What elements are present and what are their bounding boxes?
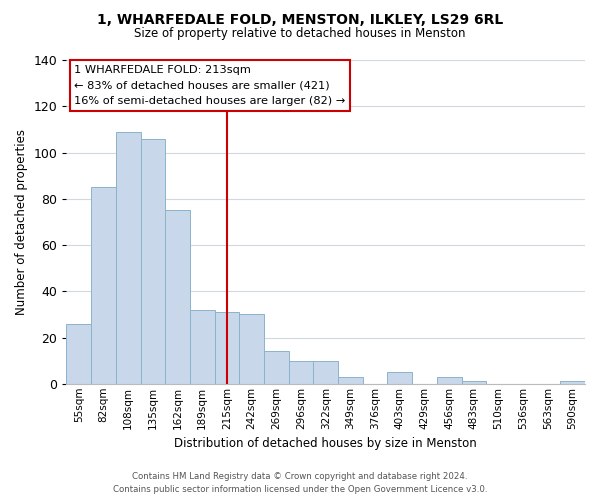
Bar xyxy=(190,310,215,384)
Bar xyxy=(338,377,363,384)
Bar xyxy=(165,210,190,384)
Bar xyxy=(264,352,289,384)
Bar xyxy=(461,382,486,384)
Bar xyxy=(437,377,461,384)
Bar xyxy=(239,314,264,384)
Text: 1, WHARFEDALE FOLD, MENSTON, ILKLEY, LS29 6RL: 1, WHARFEDALE FOLD, MENSTON, ILKLEY, LS2… xyxy=(97,12,503,26)
Bar xyxy=(140,138,165,384)
Bar xyxy=(67,324,91,384)
Bar xyxy=(116,132,140,384)
Bar xyxy=(289,360,313,384)
Bar xyxy=(215,312,239,384)
Y-axis label: Number of detached properties: Number of detached properties xyxy=(15,129,28,315)
Text: Size of property relative to detached houses in Menston: Size of property relative to detached ho… xyxy=(134,28,466,40)
X-axis label: Distribution of detached houses by size in Menston: Distribution of detached houses by size … xyxy=(175,437,477,450)
Bar xyxy=(388,372,412,384)
Text: 1 WHARFEDALE FOLD: 213sqm
← 83% of detached houses are smaller (421)
16% of semi: 1 WHARFEDALE FOLD: 213sqm ← 83% of detac… xyxy=(74,65,346,106)
Bar xyxy=(560,382,585,384)
Bar xyxy=(313,360,338,384)
Bar xyxy=(91,187,116,384)
Text: Contains HM Land Registry data © Crown copyright and database right 2024.
Contai: Contains HM Land Registry data © Crown c… xyxy=(113,472,487,494)
